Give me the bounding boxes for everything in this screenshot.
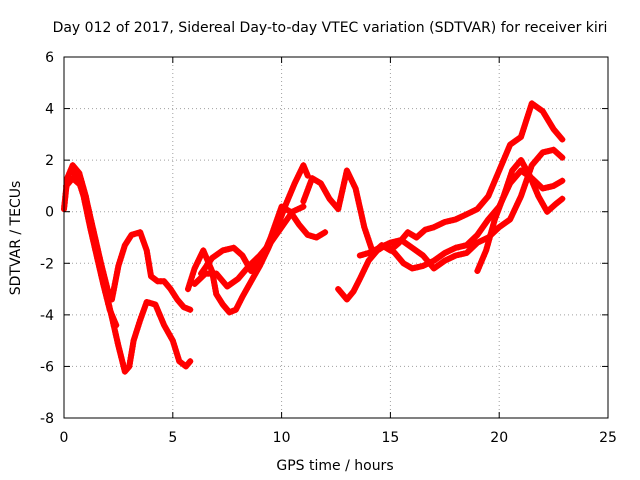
- y-tick-label: -8: [40, 411, 54, 427]
- y-axis-label: SDTVAR / TECUs: [8, 181, 24, 296]
- y-tick-label: -4: [40, 308, 54, 324]
- x-tick-label: 25: [599, 430, 617, 446]
- x-axis-label: GPS time / hours: [276, 458, 393, 474]
- plus-markers: [67, 167, 120, 329]
- y-tick-label: 4: [45, 102, 54, 118]
- y-tick-label: 0: [45, 205, 54, 221]
- plus-markers: [198, 203, 329, 277]
- x-tick-label: 20: [490, 430, 508, 446]
- y-tick-label: 6: [45, 50, 54, 66]
- plot-frame: [63, 56, 609, 419]
- y-tick-label: -6: [40, 359, 54, 375]
- x-tick-label: 5: [168, 430, 177, 446]
- series-track: [474, 157, 566, 274]
- chart-title: Day 012 of 2017, Sidereal Day-to-day VTE…: [53, 20, 608, 36]
- plus-markers: [474, 157, 566, 274]
- series-track: [67, 167, 120, 329]
- tick-labels: 0 5 10 15 20 25 -8 -6 -4 -2 0 2 4 6: [40, 50, 617, 446]
- x-tick-label: 10: [273, 430, 291, 446]
- grid: [64, 57, 608, 418]
- series-track: [198, 203, 329, 277]
- series-layer: [61, 100, 566, 375]
- axis-ticks: [63, 56, 609, 419]
- x-tick-label: 0: [60, 430, 69, 446]
- x-tick-label: 15: [381, 430, 399, 446]
- y-tick-label: -2: [40, 256, 54, 272]
- y-tick-label: 2: [45, 153, 54, 169]
